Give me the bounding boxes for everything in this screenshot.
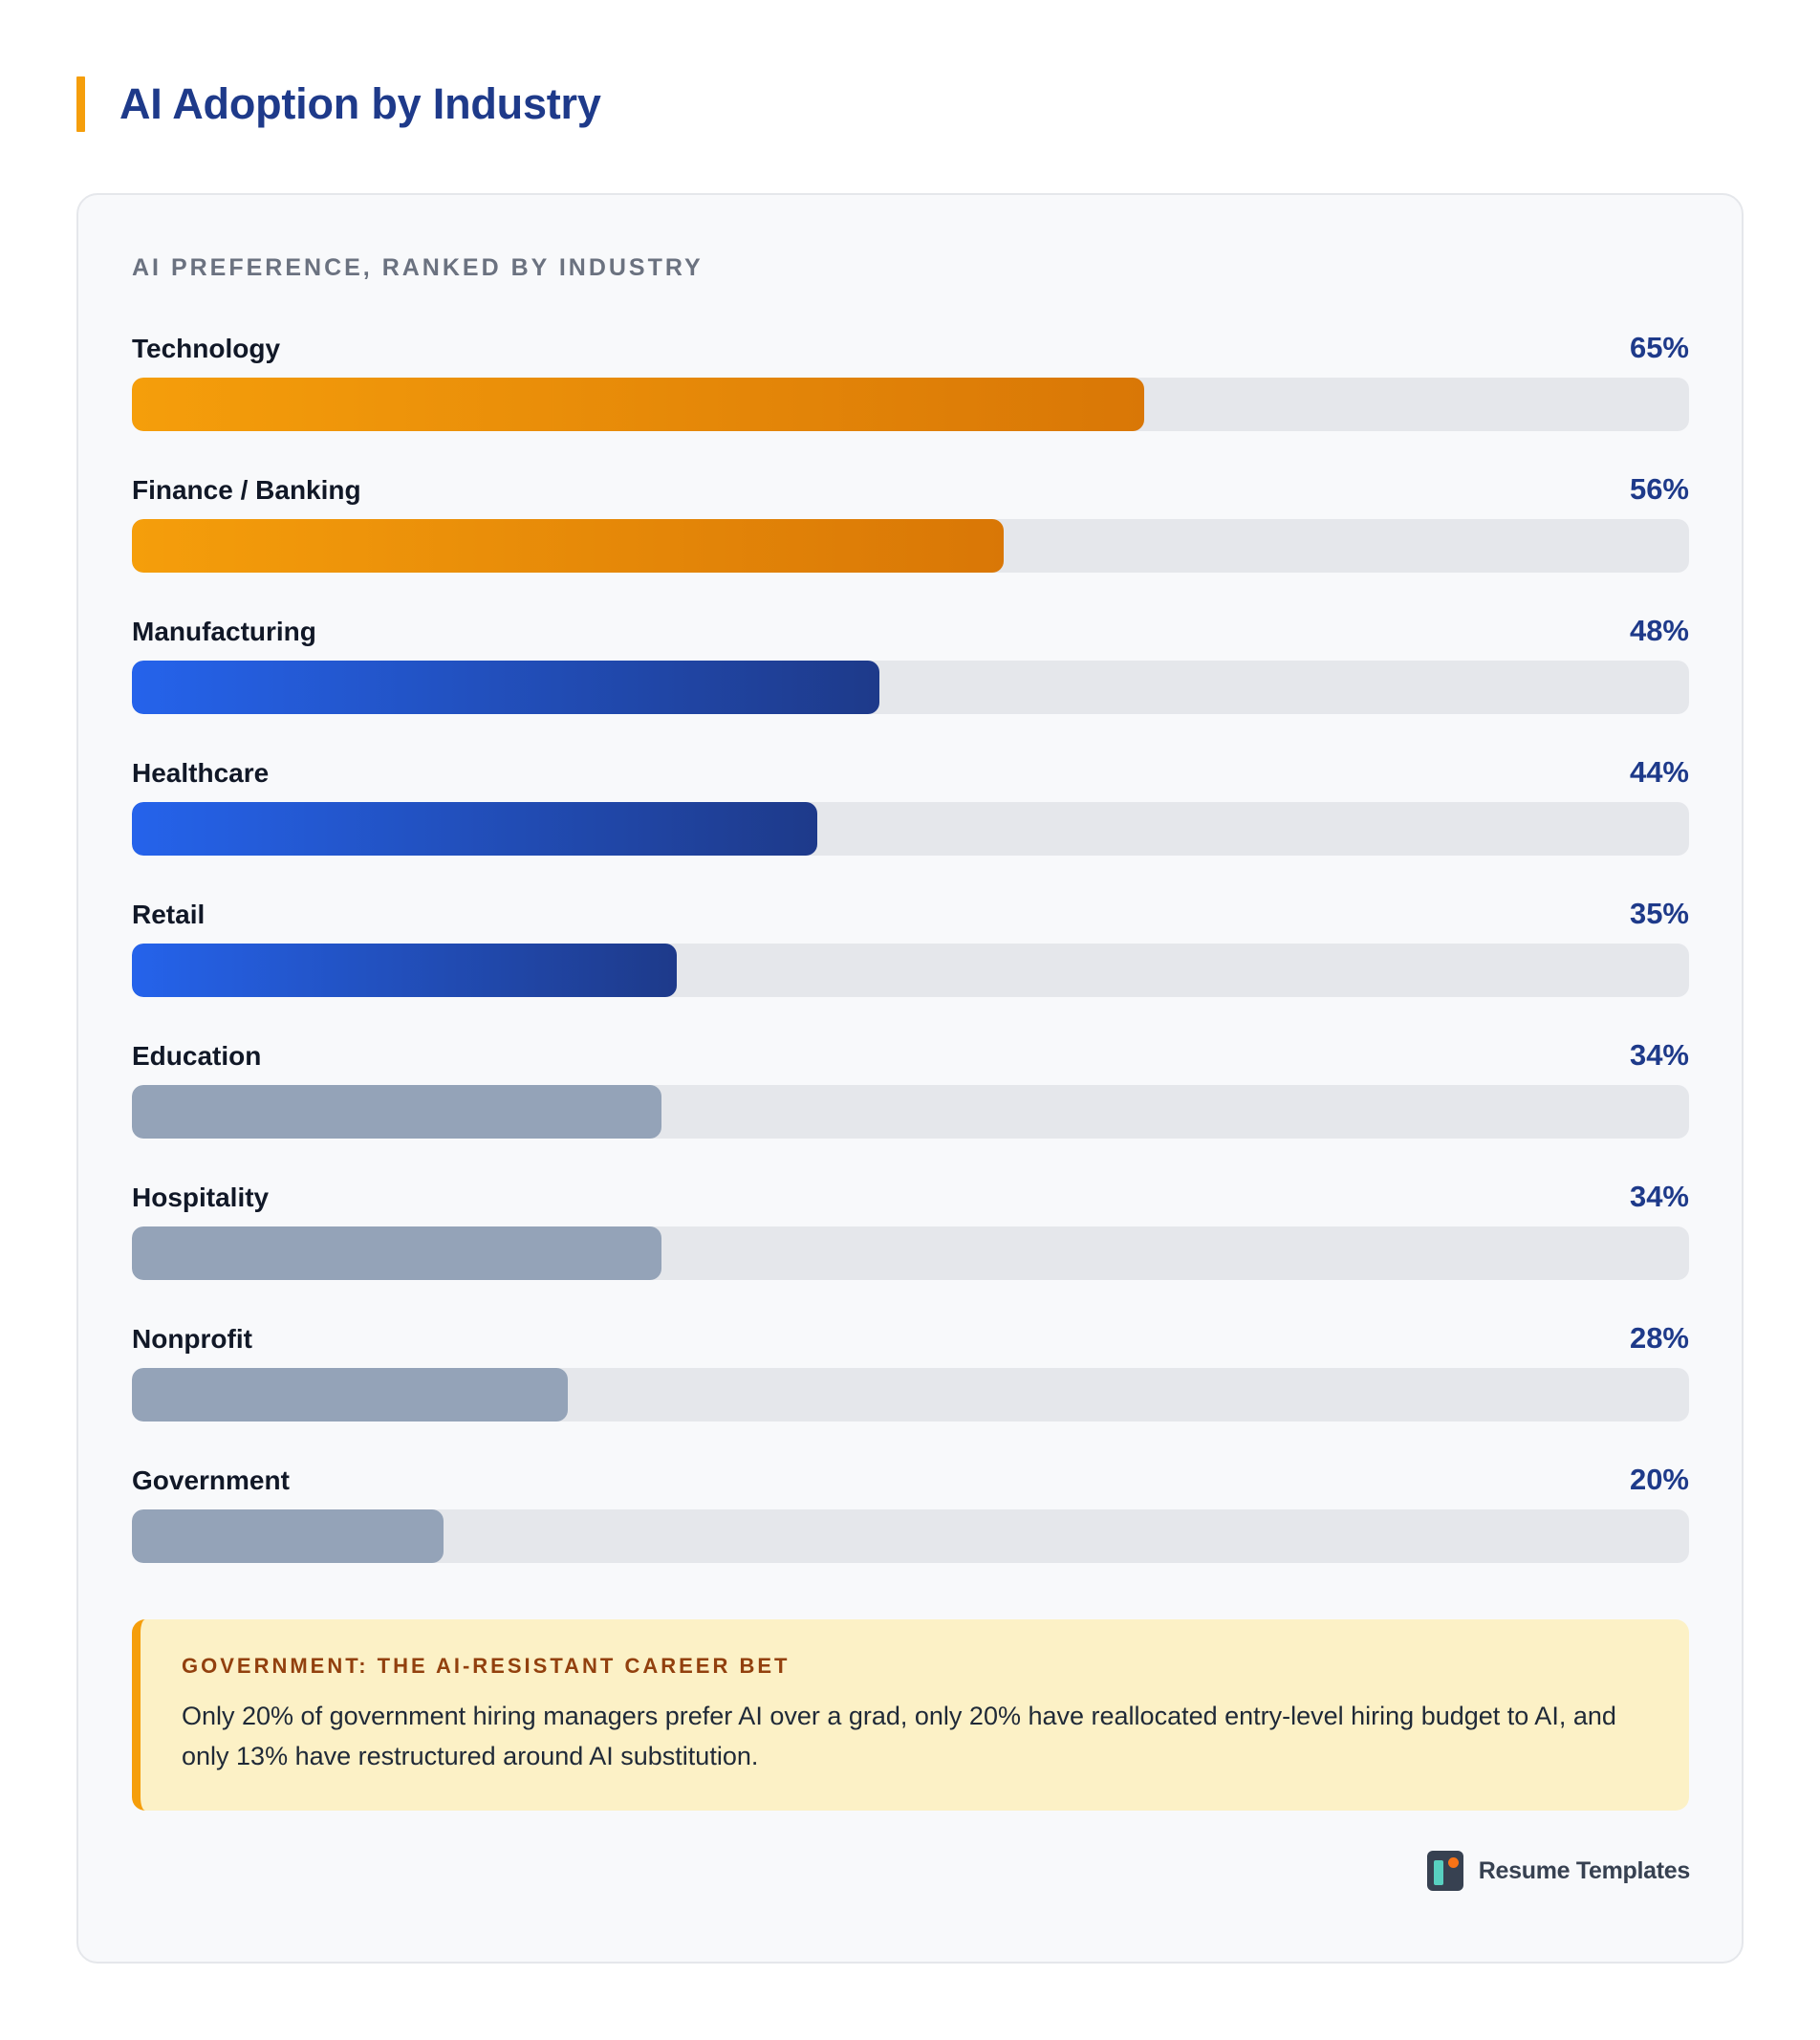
bar-value-label: 34% [1629,1038,1689,1072]
bar-row: Government 20% [132,1463,1689,1607]
bar-category-label: Hospitality [132,1183,270,1212]
bar-row: Manufacturing 48% [132,614,1689,758]
bar [132,1368,569,1421]
bar-track [132,1085,1689,1139]
bar [132,1226,661,1280]
bar-value-label: 35% [1629,897,1689,930]
bar-value-label: 44% [1629,755,1689,789]
bar-category-label: Technology [132,334,281,363]
bar-value-label: 65% [1629,331,1689,364]
bar-category-label: Manufacturing [132,617,316,646]
bar-category-label: Government [132,1465,290,1495]
bar-track [132,1226,1689,1280]
brand-name: Resume Templates [1478,1856,1691,1884]
callout-text: Only 20% of government hiring managers p… [182,1702,1616,1770]
resume-templates-logo-icon [1426,1851,1463,1891]
bar-category-label: Retail [132,900,206,929]
callout-box: GOVERNMENT: THE AI-RESISTANT CAREER BET … [132,1619,1689,1811]
bar [132,519,1005,573]
bar-row: Healthcare 44% [132,755,1689,900]
bar-track [132,378,1689,431]
bar-category-label: Nonprofit [132,1324,252,1354]
bar-track [132,802,1689,856]
bar-chart: Technology 65% Finance / Banking 56% Manufac… [132,331,1689,1607]
bar-category-label: Finance / Banking [132,475,361,505]
bar-row: Hospitality 34% [132,1180,1689,1324]
bar-value-label: 48% [1629,614,1689,647]
title-accent-bar [76,76,85,132]
bar-value-label: 56% [1629,472,1689,506]
bar-category-label: Education [132,1041,262,1071]
bar-track [132,519,1689,573]
bar-row: Finance / Banking 56% [132,472,1689,617]
bar [132,1085,661,1139]
bar [132,944,678,997]
bar-value-label: 28% [1629,1321,1689,1355]
brand: Resume Templates [1426,1851,1691,1891]
bar-value-label: 20% [1629,1463,1689,1496]
callout-title: GOVERNMENT: THE AI-RESISTANT CAREER BET [182,1654,791,1678]
bar-row: Technology 65% [132,331,1689,475]
chart-subtitle: AI PREFERENCE, RANKED BY INDUSTRY [132,254,704,281]
bar [132,378,1144,431]
bar-value-label: 34% [1629,1180,1689,1213]
page-header: AI Adoption by Industry [76,76,601,132]
bar [132,802,817,856]
page-title: AI Adoption by Industry [119,79,601,128]
bar-row: Retail 35% [132,897,1689,1041]
bar [132,661,879,714]
bar-row: Nonprofit 28% [132,1321,1689,1465]
bar-track [132,944,1689,997]
chart-card: AI PREFERENCE, RANKED BY INDUSTRY Techno… [76,193,1744,1964]
bar-row: Education 34% [132,1038,1689,1183]
bar-category-label: Healthcare [132,758,270,788]
bar-track [132,1368,1689,1421]
bar-track [132,661,1689,714]
bar-track [132,1509,1689,1563]
bar [132,1509,444,1563]
